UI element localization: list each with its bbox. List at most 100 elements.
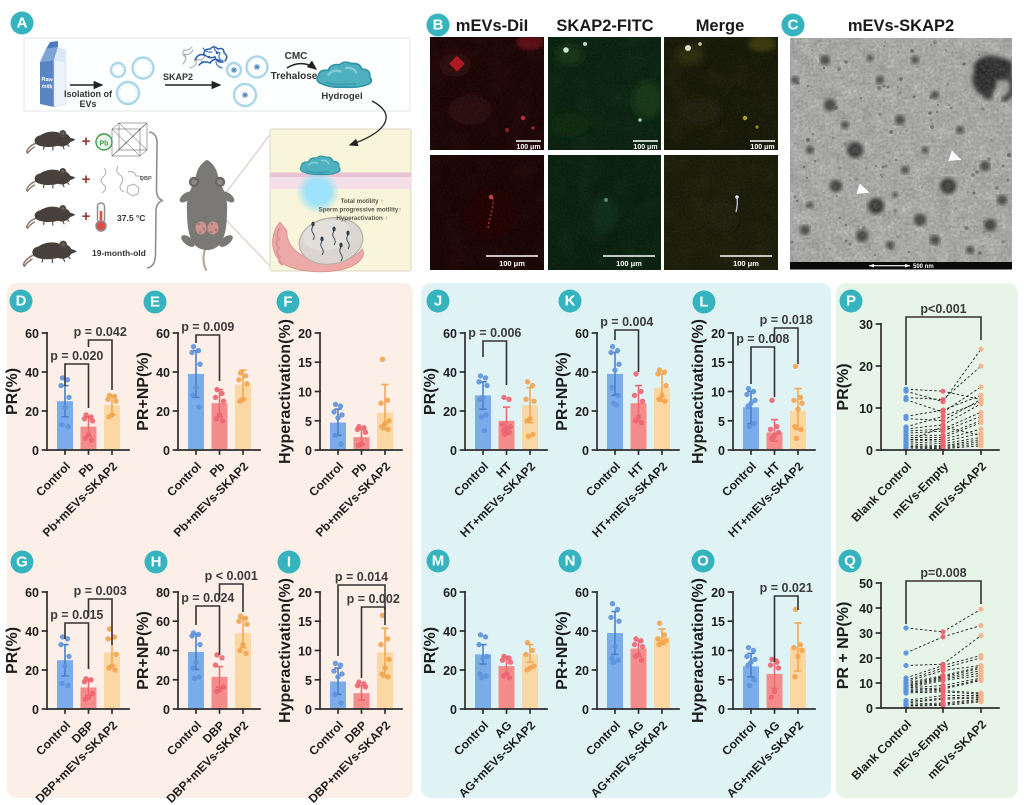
- svg-text:p<0.001: p<0.001: [920, 302, 966, 316]
- svg-text:Hydrogel: Hydrogel: [321, 91, 362, 102]
- svg-text:40: 40: [443, 366, 457, 380]
- svg-text:60: 60: [25, 327, 39, 341]
- svg-text:100 μm: 100 μm: [516, 144, 540, 151]
- svg-text:milk: milk: [41, 84, 53, 91]
- svg-text:I: I: [287, 553, 291, 570]
- svg-text:20: 20: [575, 405, 589, 419]
- svg-text:PR(%): PR(%): [422, 368, 439, 415]
- svg-text:20: 20: [443, 664, 457, 678]
- svg-text:100 μm: 100 μm: [616, 259, 642, 268]
- svg-text:PR + NP(%): PR + NP(%): [835, 602, 852, 690]
- svg-text:20: 20: [156, 674, 170, 688]
- svg-text:Q: Q: [844, 552, 856, 569]
- svg-text:D: D: [16, 292, 27, 309]
- svg-text:PR+NP(%): PR+NP(%): [135, 611, 152, 690]
- svg-text:0: 0: [163, 703, 170, 717]
- svg-text:40: 40: [575, 625, 589, 639]
- svg-text:PR(%): PR(%): [4, 368, 21, 415]
- svg-text:20: 20: [575, 664, 589, 678]
- svg-text:40: 40: [25, 366, 39, 380]
- svg-text:40: 40: [156, 366, 170, 380]
- svg-text:40: 40: [575, 366, 589, 380]
- svg-text:5: 5: [305, 674, 312, 688]
- svg-text:15: 15: [298, 356, 312, 370]
- svg-text:C: C: [788, 16, 799, 33]
- svg-text:37.5 °C: 37.5 °C: [117, 213, 145, 223]
- svg-text:Isolation of: Isolation of: [64, 89, 113, 99]
- svg-text:p = 0.020: p = 0.020: [50, 349, 103, 363]
- svg-text:Total motility ↑: Total motility ↑: [341, 198, 384, 205]
- svg-text:10: 10: [711, 386, 725, 400]
- svg-text:Hyperactivation(%): Hyperactivation(%): [277, 578, 294, 723]
- svg-text:40: 40: [25, 625, 39, 639]
- svg-text:PR+NP(%): PR+NP(%): [554, 611, 571, 690]
- svg-text:mEVs-DiI: mEVs-DiI: [456, 17, 528, 35]
- svg-text:19-month-old: 19-month-old: [92, 248, 146, 258]
- svg-text:10: 10: [859, 402, 873, 416]
- svg-text:p = 0.006: p = 0.006: [468, 326, 521, 340]
- svg-text:0: 0: [866, 444, 873, 458]
- svg-text:5: 5: [718, 674, 725, 688]
- svg-text:P: P: [846, 292, 856, 309]
- svg-text:500 nm: 500 nm: [913, 264, 934, 270]
- svg-text:PR+NP(%): PR+NP(%): [554, 352, 571, 431]
- svg-text:0: 0: [305, 444, 312, 458]
- svg-text:L: L: [699, 293, 708, 310]
- svg-text:B: B: [433, 16, 444, 33]
- svg-text:20: 20: [859, 360, 873, 374]
- svg-text:p = 0.024: p = 0.024: [181, 591, 234, 605]
- svg-text:H: H: [151, 553, 162, 570]
- svg-text:p = 0.009: p = 0.009: [181, 320, 234, 334]
- svg-text:N: N: [565, 552, 576, 569]
- svg-text:10: 10: [711, 645, 725, 659]
- svg-text:EVs: EVs: [79, 99, 96, 109]
- svg-text:G: G: [16, 553, 28, 570]
- svg-text:20: 20: [298, 327, 312, 341]
- svg-text:SKAP2: SKAP2: [163, 72, 193, 82]
- svg-text:p = 0.042: p = 0.042: [74, 325, 127, 339]
- svg-text:10: 10: [298, 386, 312, 400]
- svg-text:60: 60: [25, 586, 39, 600]
- svg-text:40: 40: [156, 645, 170, 659]
- svg-text:80: 80: [156, 586, 170, 600]
- svg-text:J: J: [434, 292, 442, 309]
- svg-text:0: 0: [866, 702, 873, 716]
- svg-text:PR(%): PR(%): [422, 627, 439, 674]
- svg-text:CMC: CMC: [285, 51, 308, 62]
- svg-text:O: O: [697, 552, 709, 569]
- svg-text:10: 10: [298, 645, 312, 659]
- svg-text:Merge: Merge: [696, 17, 745, 35]
- svg-text:0: 0: [718, 703, 725, 717]
- svg-text:p = 0.002: p = 0.002: [347, 592, 400, 606]
- svg-text:20: 20: [25, 405, 39, 419]
- svg-text:F: F: [283, 293, 292, 310]
- svg-text:Hyperactivation ↑: Hyperactivation ↑: [336, 215, 387, 222]
- svg-text:PR(%): PR(%): [835, 363, 852, 410]
- svg-text:0: 0: [582, 444, 589, 458]
- svg-text:50: 50: [859, 577, 873, 591]
- svg-text:60: 60: [443, 327, 457, 341]
- svg-text:60: 60: [575, 586, 589, 600]
- svg-text:30: 30: [859, 627, 873, 641]
- svg-text:p = 0.015: p = 0.015: [50, 608, 103, 622]
- svg-text:p = 0.014: p = 0.014: [335, 570, 388, 584]
- svg-text:Trehalose: Trehalose: [271, 71, 318, 82]
- svg-text:20: 20: [443, 405, 457, 419]
- svg-text:20: 20: [298, 586, 312, 600]
- svg-text:5: 5: [718, 415, 725, 429]
- svg-text:DBP: DBP: [140, 176, 152, 182]
- svg-text:0: 0: [582, 703, 589, 717]
- svg-text:SKAP2-FITC: SKAP2-FITC: [556, 17, 653, 35]
- svg-text:p < 0.001: p < 0.001: [205, 569, 258, 583]
- svg-text:0: 0: [32, 444, 39, 458]
- svg-text:60: 60: [156, 615, 170, 629]
- svg-text:E: E: [150, 293, 160, 310]
- svg-text:+: +: [82, 133, 91, 150]
- svg-text:30: 30: [859, 318, 873, 332]
- svg-text:Raw: Raw: [41, 77, 53, 84]
- svg-text:15: 15: [711, 356, 725, 370]
- svg-text:10: 10: [859, 677, 873, 691]
- svg-text:p = 0.008: p = 0.008: [736, 332, 789, 346]
- svg-text:60: 60: [443, 586, 457, 600]
- svg-text:5: 5: [305, 415, 312, 429]
